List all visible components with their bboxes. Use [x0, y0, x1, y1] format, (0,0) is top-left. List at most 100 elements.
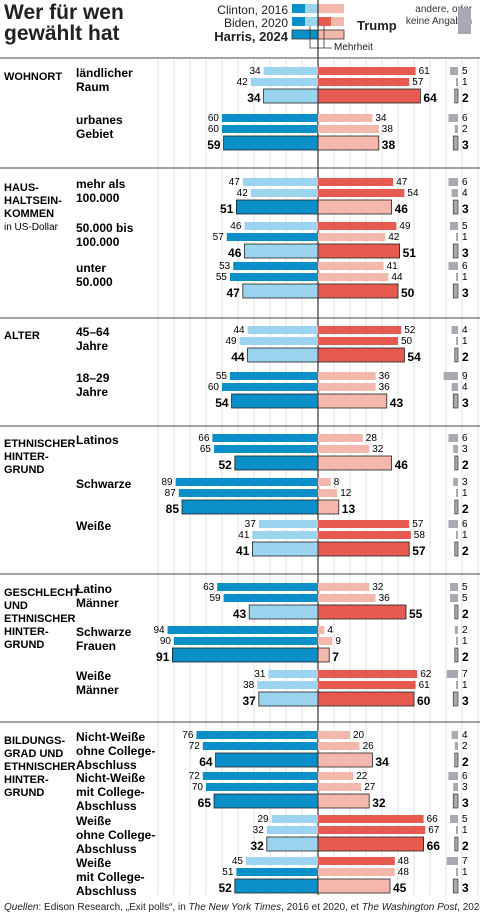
- source-text-2: , 2016 et 2020, et: [281, 902, 362, 913]
- source-text-3: , 2024.: [457, 902, 480, 913]
- label-dem: 87: [165, 488, 177, 499]
- bar-dem: [174, 637, 318, 645]
- bar-dem: [222, 125, 318, 133]
- group-label: urbanes: [76, 113, 123, 127]
- bar-dem: [247, 326, 318, 334]
- bar-other: [456, 273, 458, 281]
- section-subtitle: in US-Dollar: [4, 222, 59, 233]
- section-title: ETHNISCHER: [4, 438, 76, 450]
- bar-other: [454, 752, 459, 768]
- bar-rep: [318, 637, 333, 645]
- bar-other: [446, 670, 458, 678]
- bar-dem: [250, 78, 318, 86]
- section-title: ETHNISCHER: [4, 761, 76, 773]
- group-label: 50.000: [76, 275, 113, 289]
- bar-dem: [257, 681, 318, 689]
- label-rep: 13: [342, 502, 356, 516]
- bar-rep: [318, 189, 405, 197]
- bar-dem: [235, 199, 319, 215]
- bar-rep: [318, 445, 370, 453]
- label-other: 3: [462, 694, 469, 708]
- label-other: 3: [462, 881, 469, 895]
- label-rep: 32: [372, 444, 384, 455]
- label-dem: 37: [245, 519, 257, 530]
- bar-other: [451, 326, 458, 334]
- label-dem: 49: [225, 336, 237, 347]
- bar-other: [454, 125, 458, 133]
- label-other: 2: [462, 458, 469, 472]
- bar-rep: [317, 347, 405, 363]
- bar-rep: [317, 691, 415, 707]
- bar-other: [451, 731, 458, 739]
- bar-dem: [263, 67, 318, 75]
- label-other: 4: [462, 730, 468, 741]
- label-dem: 31: [254, 669, 266, 680]
- bar-other: [454, 742, 458, 750]
- section-title: HALTSEIN-: [4, 195, 62, 207]
- label-dem: 46: [230, 221, 242, 232]
- legend-majority-pointer: [309, 26, 332, 49]
- source-text-1: : Edison Research, „Exit polls“, in: [38, 902, 189, 913]
- label-rep: 54: [407, 188, 419, 199]
- bar-dem: [242, 178, 318, 186]
- label-dem: 41: [236, 544, 250, 558]
- group-label: Weiße: [76, 669, 111, 683]
- label-rep: 50: [401, 336, 413, 347]
- label-other: 7: [462, 669, 468, 680]
- label-other: 6: [462, 113, 468, 124]
- label-dem: 44: [231, 350, 245, 364]
- label-dem: 46: [228, 246, 242, 260]
- label-dem: 59: [209, 593, 221, 604]
- bar-rep: [318, 262, 384, 270]
- bar-dem: [234, 455, 319, 471]
- label-rep: 34: [375, 755, 389, 769]
- legend-swatch-other: [458, 8, 471, 34]
- label-other: 2: [462, 741, 468, 752]
- group-label: Abschluss: [76, 758, 137, 772]
- label-rep: 61: [419, 680, 431, 691]
- bar-dem: [202, 742, 318, 750]
- bar-dem: [263, 88, 319, 104]
- label-dem: 53: [219, 261, 231, 272]
- label-dem: 51: [222, 867, 234, 878]
- label-dem: 54: [215, 396, 229, 410]
- bar-dem: [243, 243, 319, 259]
- label-other: 3: [462, 246, 469, 260]
- label-rep: 66: [427, 839, 441, 853]
- bar-other: [450, 222, 458, 230]
- label-other: 5: [462, 814, 468, 825]
- section-title: GESCHLECHT: [4, 587, 80, 599]
- legend: Clinton, 2016 Biden, 2020 Harris, 2024 T…: [0, 0, 480, 60]
- label-dem: 29: [257, 814, 269, 825]
- bar-dem: [251, 541, 319, 557]
- label-rep: 9: [335, 636, 341, 647]
- legend-majority-label: Mehrheit: [334, 42, 373, 53]
- label-dem: 72: [189, 771, 201, 782]
- group-label: Latino: [76, 582, 112, 596]
- legend-year-2024: Harris, 2024: [214, 29, 288, 44]
- source-pub-2: The Washington Post: [361, 902, 458, 913]
- label-dem: 52: [218, 881, 232, 895]
- bar-dem: [246, 857, 318, 865]
- bar-rep: [318, 114, 373, 122]
- group-label: 45–64: [76, 325, 110, 339]
- bar-rep: [318, 815, 424, 823]
- bar-other: [454, 88, 459, 104]
- bar-dem: [171, 647, 319, 663]
- label-other: 2: [462, 544, 469, 558]
- bar-other: [453, 445, 458, 453]
- label-dem: 32: [250, 839, 264, 853]
- bar-other: [456, 531, 458, 539]
- bar-rep: [318, 783, 362, 791]
- bar-rep: [317, 604, 407, 620]
- group-label: Männer: [76, 596, 119, 610]
- bar-other: [446, 857, 458, 865]
- label-rep: 7: [332, 650, 339, 664]
- bar-dem: [222, 383, 318, 391]
- label-dem: 55: [216, 371, 228, 382]
- label-rep: 4: [327, 625, 333, 636]
- label-rep: 46: [395, 458, 409, 472]
- bar-other: [452, 283, 459, 299]
- bar-rep: [318, 67, 416, 75]
- bar-rep: [317, 283, 399, 299]
